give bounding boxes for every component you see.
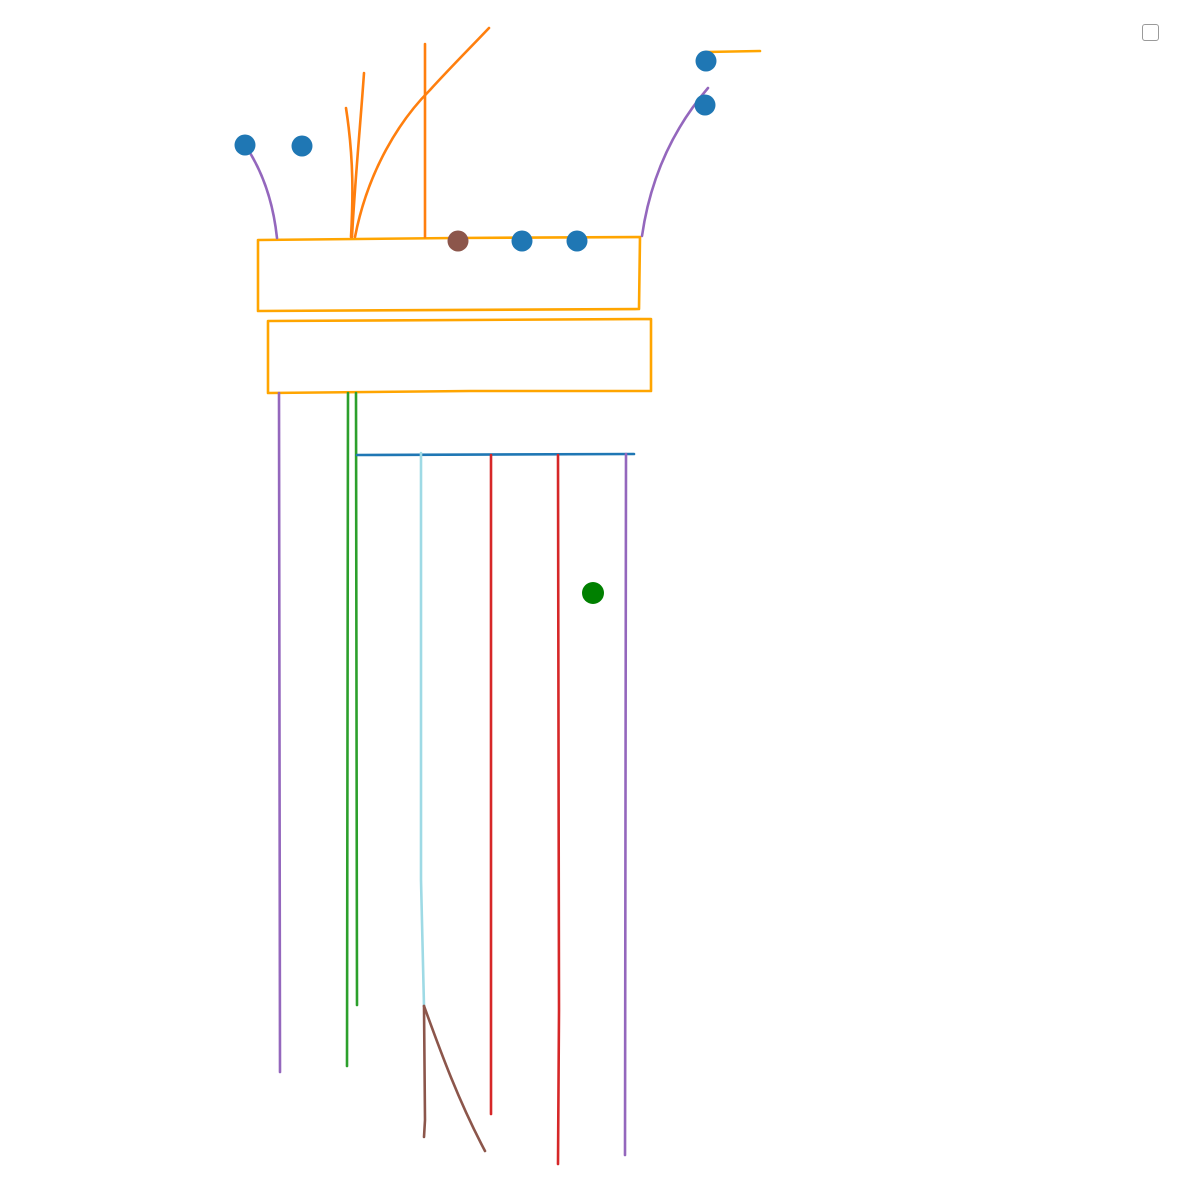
line-cyan xyxy=(419,451,426,1008)
fork-brown-left xyxy=(422,1004,427,1139)
node-blue-5 xyxy=(511,230,533,252)
checkbox-icon[interactable] xyxy=(1142,24,1159,41)
branch-orange-top-right xyxy=(704,49,762,54)
branch-orange-3 xyxy=(353,26,491,239)
branch-orange-1 xyxy=(344,106,354,239)
upper-box xyxy=(256,235,642,313)
node-brown xyxy=(447,230,469,252)
node-green xyxy=(582,582,604,604)
line-red-2 xyxy=(556,453,561,1166)
line-purple-right xyxy=(623,452,628,1157)
line-green-2 xyxy=(354,391,359,1007)
bus-blue xyxy=(355,452,636,457)
branch-orange-2 xyxy=(350,71,366,239)
link-purple-left xyxy=(243,143,279,240)
node-blue-6 xyxy=(566,230,588,252)
fork-brown-right xyxy=(422,1004,487,1153)
line-purple-left xyxy=(277,391,282,1074)
node-blue-3 xyxy=(695,50,717,72)
node-blue-2 xyxy=(291,135,313,157)
node-blue-1 xyxy=(234,134,256,156)
node-blue-4 xyxy=(694,94,716,116)
line-green-1 xyxy=(345,391,350,1068)
lower-box xyxy=(266,317,653,395)
